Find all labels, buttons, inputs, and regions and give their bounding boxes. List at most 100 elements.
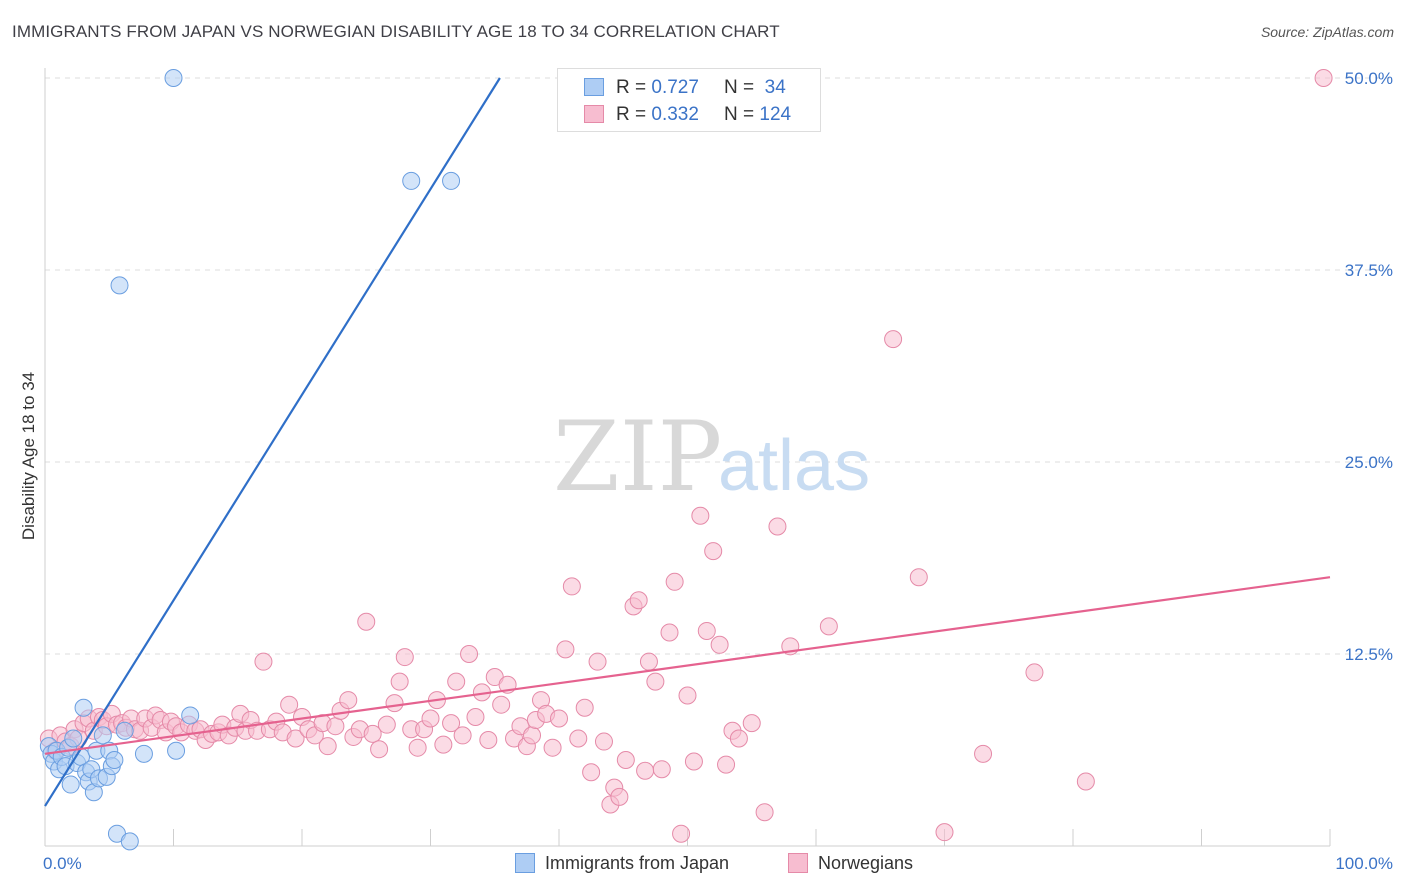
legend-row-norwegians: R = 0.332 N = 124 [558, 100, 820, 128]
legend-swatch-blue [584, 78, 604, 96]
scatter-point-norwegians [339, 691, 358, 710]
scatter-point-norwegians [434, 735, 453, 754]
scatter-point-norwegians [447, 672, 466, 691]
scatter-point-japan [442, 171, 461, 190]
y-tick-label: 25.0% [1345, 453, 1393, 472]
scatter-point-norwegians [479, 731, 498, 750]
legend-n-value-japan: 34 [764, 77, 786, 98]
scatter-point-norwegians [742, 714, 761, 733]
scatter-point-norwegians [710, 635, 729, 654]
scatter-point-norwegians [421, 709, 440, 728]
y-tick-label: 12.5% [1345, 645, 1393, 664]
source-label: Source: ZipAtlas.com [1260, 24, 1394, 40]
scatter-point-norwegians [562, 577, 581, 596]
trendline-norwegians [44, 576, 1331, 755]
legend-n-value-norwegians: 124 [759, 104, 792, 125]
bottom-legend-swatch-pink [788, 853, 808, 873]
scatter-point-japan [402, 171, 421, 190]
scatter-point-norwegians [326, 717, 345, 736]
legend-r-value-norwegians: 0.332 [651, 104, 699, 125]
scatter-point-norwegians [935, 823, 954, 842]
scatter-point-japan [110, 276, 129, 295]
scatter-point-norwegians [1076, 772, 1095, 791]
scatter-point-norwegians [819, 617, 838, 636]
legend-n-label: N = [724, 77, 755, 98]
scatter-point-norwegians [385, 694, 404, 713]
scatter-point-norwegians [460, 645, 479, 663]
scatter-point-norwegians [569, 729, 588, 748]
scatter-point-japan [164, 69, 183, 87]
scatter-point-norwegians [1314, 69, 1333, 87]
scatter-point-norwegians [755, 803, 774, 822]
scatter-point-norwegians [1025, 663, 1044, 682]
scatter-point-norwegians [543, 738, 562, 757]
scatter-point-norwegians [370, 740, 389, 759]
scatter-point-japan [134, 744, 153, 763]
scatter-point-norwegians [594, 732, 613, 751]
scatter-point-norwegians [453, 726, 472, 745]
scatter-point-norwegians [646, 672, 665, 691]
scatter-point-norwegians [556, 640, 575, 659]
legend-r-label: R = [616, 104, 647, 125]
scatter-point-norwegians [629, 591, 648, 610]
legend-row-japan: R = 0.727 N = 34 [558, 73, 820, 101]
scatter-point-norwegians [588, 652, 607, 671]
scatter-point-norwegians [616, 750, 635, 769]
legend-r-label: R = [616, 77, 647, 98]
scatter-point-norwegians [768, 517, 787, 536]
scatter-point-norwegians [704, 542, 723, 561]
scatter-point-norwegians [672, 824, 691, 843]
scatter-point-norwegians [636, 761, 655, 780]
bottom-legend-swatch-blue [515, 853, 535, 873]
watermark-atlas: atlas [718, 426, 870, 506]
scatter-point-japan [61, 775, 80, 794]
scatter-point-norwegians [717, 755, 736, 774]
scatter-point-japan [120, 832, 139, 851]
chart-title: IMMIGRANTS FROM JAPAN VS NORWEGIAN DISAB… [12, 22, 780, 41]
trendline-japan [44, 77, 501, 807]
scatter-point-japan [181, 706, 200, 725]
scatter-point-norwegians [582, 763, 601, 782]
scatter-point-norwegians [691, 506, 710, 525]
scatter-point-norwegians [395, 648, 414, 667]
y-tick-label: 50.0% [1345, 69, 1393, 88]
scatter-point-japan [105, 750, 124, 769]
scatter-point-norwegians [442, 714, 461, 733]
scatter-point-norwegians [280, 695, 299, 714]
y-tick-label: 37.5% [1345, 261, 1393, 280]
scatter-point-japan [167, 741, 186, 760]
scatter-point-norwegians [357, 612, 376, 631]
scatter-point-norwegians [697, 621, 716, 640]
scatter-point-norwegians [550, 709, 568, 728]
scatter-point-norwegians [660, 623, 679, 642]
scatter-point-norwegians [678, 686, 697, 705]
scatter-point-norwegians [254, 652, 273, 671]
legend-swatch-pink [584, 105, 604, 123]
bottom-legend-label-japan: Immigrants from Japan [545, 853, 730, 873]
scatter-point-norwegians [286, 729, 305, 748]
x-tick-label: 0.0% [43, 854, 82, 873]
scatter-point-norwegians [318, 737, 337, 756]
scatter-point-norwegians [684, 752, 703, 771]
correlation-legend: R = 0.727 N = 34 R = 0.332 N = 124 [557, 68, 821, 132]
legend-r-value-japan: 0.727 [651, 77, 699, 98]
scatter-point-japan [64, 729, 83, 748]
legend-n-label: N = [724, 104, 755, 125]
scatter-point-norwegians [523, 726, 542, 745]
scatter-point-japan [115, 721, 134, 740]
scatter-point-norwegians [665, 572, 684, 591]
scatter-point-norwegians [377, 715, 396, 734]
scatter-point-norwegians [610, 787, 629, 806]
y-axis-label: Disability Age 18 to 34 [19, 372, 38, 540]
scatter-point-norwegians [884, 330, 903, 349]
x-tick-label: 100.0% [1335, 854, 1393, 873]
scatter-point-norwegians [639, 652, 658, 671]
scatter-point-norwegians [974, 744, 993, 763]
scatter-point-norwegians [363, 724, 382, 743]
scatter-point-norwegians [466, 707, 485, 726]
scatter-point-japan [74, 698, 93, 717]
scatter-point-norwegians [492, 695, 511, 714]
scatter-point-japan [93, 726, 112, 745]
bottom-legend-label-norwegians: Norwegians [818, 853, 914, 873]
